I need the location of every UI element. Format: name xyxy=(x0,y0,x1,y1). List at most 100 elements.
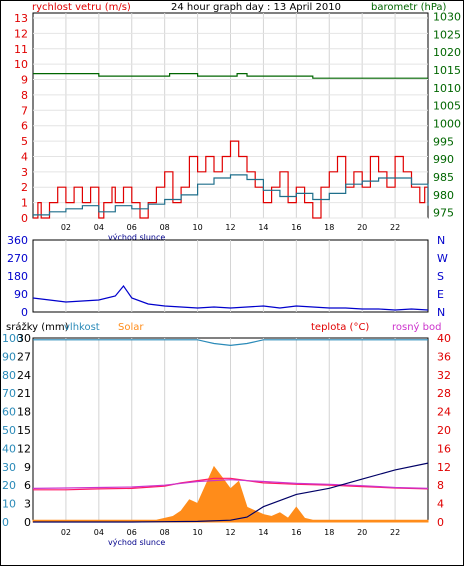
rain-tick-label: 27 xyxy=(17,350,31,363)
series-rosn--bod-line xyxy=(32,479,429,489)
temp-legend: teplota (°C) xyxy=(311,322,369,333)
direction-tick-label: 270 xyxy=(7,252,28,265)
wind-tick-label: 1 xyxy=(21,197,28,210)
x-tick-label: 12 xyxy=(225,528,235,537)
temp-tick-label: 0 xyxy=(437,516,444,529)
baro-axis-title: barometr (hPa) xyxy=(371,2,447,13)
x-tick-label: 18 xyxy=(324,223,334,232)
series-vlhkost-line xyxy=(33,339,428,347)
humidity-tick-label: 100 xyxy=(2,332,23,345)
temp-tick-label: 28 xyxy=(437,387,451,400)
x-tick-label: 06 xyxy=(127,223,137,232)
humidity-tick-label: 90 xyxy=(2,350,16,363)
humidity-tick-label: 20 xyxy=(2,479,16,492)
humidity-tick-label: 50 xyxy=(2,424,16,437)
wind-tick-label: 12 xyxy=(14,27,28,40)
rain-tick-label: 9 xyxy=(24,461,31,474)
humidity-tick-label: 30 xyxy=(2,461,16,474)
temp-tick-label: 36 xyxy=(437,350,451,363)
x-tick-label: 08 xyxy=(160,528,170,537)
temp-tick-label: 12 xyxy=(437,461,451,474)
baro-tick-label: 1030 xyxy=(433,11,461,24)
series-line-gust xyxy=(33,174,429,216)
x-tick-label: 14 xyxy=(258,223,268,232)
baro-tick-label: 1005 xyxy=(433,100,461,113)
baro-tick-label: 1010 xyxy=(433,82,461,95)
rain-tick-label: 30 xyxy=(17,332,31,345)
baro-tick-label: 1025 xyxy=(433,28,461,41)
series-line-barometr--hpa- xyxy=(33,73,428,79)
series-solar-area xyxy=(32,465,429,523)
temp-tick-label: 4 xyxy=(437,498,444,511)
series-line-rychlost-vetru--m-s- xyxy=(33,140,429,219)
compass-label: W xyxy=(437,252,448,265)
compass-label: E xyxy=(437,288,444,301)
wind-tick-label: 4 xyxy=(21,150,28,163)
humidity-tick-label: 0 xyxy=(2,516,9,529)
baro-tick-label: 995 xyxy=(433,135,454,148)
rain-tick-label: 24 xyxy=(17,369,31,382)
direction-tick-label: 180 xyxy=(7,270,28,283)
temp-tick-label: 20 xyxy=(437,424,451,437)
series-teplota---c--line xyxy=(33,477,429,491)
x-tick-label: 04 xyxy=(94,528,104,537)
rain-axis-title: srážky (mm) xyxy=(6,321,69,333)
wind-axis-title: rychlost vetru (m/s) xyxy=(32,2,131,13)
chart-marks: 0123456789101112139759809859909951000100… xyxy=(2,11,461,537)
compass-label: S xyxy=(437,270,444,283)
x-tick-label: 02 xyxy=(61,223,71,232)
rain-tick-label: 15 xyxy=(17,424,31,437)
humidity-tick-label: 40 xyxy=(2,442,16,455)
wind-tick-label: 13 xyxy=(14,12,28,25)
wind-tick-label: 6 xyxy=(21,120,28,133)
x-tick-label: 06 xyxy=(127,528,137,537)
wind-tick-label: 11 xyxy=(14,43,28,56)
x-tick-label: 18 xyxy=(324,528,334,537)
sunrise-note-bottom: východ slunce xyxy=(108,538,165,547)
direction-tick-label: 0 xyxy=(21,306,28,319)
x-tick-label: 16 xyxy=(291,528,301,537)
x-tick-label: 14 xyxy=(258,528,268,537)
baro-tick-label: 980 xyxy=(433,189,454,202)
rain-tick-label: 6 xyxy=(24,479,31,492)
humidity-tick-label: 60 xyxy=(2,406,16,419)
rain-tick-label: 21 xyxy=(17,387,31,400)
baro-tick-label: 985 xyxy=(433,171,454,184)
x-tick-label: 02 xyxy=(61,528,71,537)
rain-tick-label: 0 xyxy=(24,516,31,529)
temp-tick-label: 24 xyxy=(437,406,451,419)
sunrise-note-top: východ slunce xyxy=(108,233,165,242)
temp-tick-label: 40 xyxy=(437,332,451,345)
temp-tick-label: 32 xyxy=(437,369,451,382)
wind-direction-line xyxy=(32,285,429,311)
chart-title: 24 hour graph day : 13 April 2010 xyxy=(171,2,341,13)
direction-tick-label: 90 xyxy=(14,288,28,301)
temp-tick-label: 8 xyxy=(437,479,444,492)
wind-tick-label: 9 xyxy=(21,74,28,87)
solar-legend: Solar xyxy=(118,322,144,333)
temp-tick-label: 16 xyxy=(437,442,451,455)
rain-tick-label: 18 xyxy=(17,406,31,419)
humidity-tick-label: 80 xyxy=(2,369,16,382)
wind-tick-label: 10 xyxy=(14,58,28,71)
wind-tick-label: 3 xyxy=(21,166,28,179)
humidity-tick-label: 70 xyxy=(2,387,16,400)
wind-tick-label: 5 xyxy=(21,135,28,148)
humidity-legend: vlhkost xyxy=(64,322,100,333)
baro-tick-label: 990 xyxy=(433,153,454,166)
x-tick-label: 16 xyxy=(291,223,301,232)
x-tick-label: 20 xyxy=(357,223,367,232)
x-tick-label: 22 xyxy=(390,223,400,232)
baro-tick-label: 1015 xyxy=(433,64,461,77)
dew-legend: rosný bod xyxy=(392,321,441,333)
wind-tick-label: 8 xyxy=(21,89,28,102)
compass-label: N xyxy=(437,234,445,247)
wind-tick-label: 0 xyxy=(21,212,28,225)
wind-tick-label: 7 xyxy=(21,104,28,117)
x-tick-label: 20 xyxy=(357,528,367,537)
wind-tick-label: 2 xyxy=(21,181,28,194)
baro-tick-label: 975 xyxy=(433,207,454,220)
x-tick-label: 10 xyxy=(192,528,202,537)
